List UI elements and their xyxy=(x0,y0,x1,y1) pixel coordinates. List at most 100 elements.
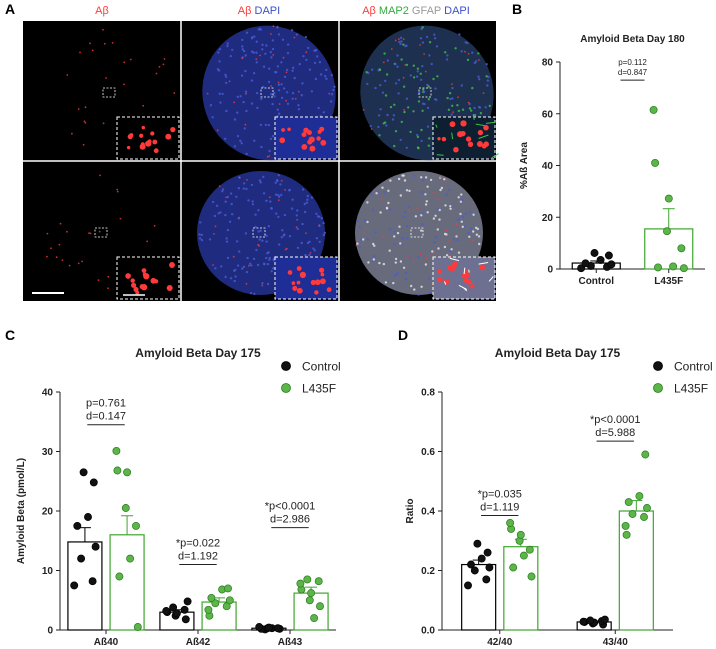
y-axis-label: Amyloid Beta (pmol/L) xyxy=(16,458,27,564)
inset-abeta xyxy=(320,139,327,146)
abeta-speck xyxy=(285,71,288,74)
tissue-speck xyxy=(241,48,244,51)
tissue-speck xyxy=(220,265,223,268)
inset-abeta xyxy=(441,136,447,142)
tissue-speck xyxy=(276,108,279,111)
tissue-speck xyxy=(239,139,242,142)
tissue-speck xyxy=(271,102,274,106)
tissue-speck xyxy=(221,92,224,96)
tissue-speck xyxy=(444,204,447,207)
tissue-speck xyxy=(322,111,325,114)
stat-label: d=1.192 xyxy=(178,551,218,563)
tissue-speck xyxy=(221,190,224,193)
micro-header-part: MAP2 xyxy=(376,5,409,17)
tissue-speck xyxy=(438,208,441,212)
tissue-speck xyxy=(291,66,295,70)
inset-fiber xyxy=(478,262,489,265)
tissue-speck xyxy=(303,210,307,214)
tissue-speck xyxy=(242,100,245,104)
tissue-speck xyxy=(426,125,430,128)
y-tick-label: 40 xyxy=(42,388,54,399)
tissue-speck xyxy=(271,47,275,51)
tissue-speck xyxy=(404,271,408,275)
tissue-speck xyxy=(211,200,215,204)
tissue-speck xyxy=(405,63,409,67)
tissue-speck xyxy=(422,88,425,91)
abeta-speck xyxy=(362,109,365,111)
tissue-speck xyxy=(435,98,438,102)
tissue-speck xyxy=(405,225,409,228)
tissue-speck xyxy=(389,179,392,182)
tissue-speck xyxy=(224,275,227,279)
tissue-speck xyxy=(379,211,382,214)
abeta-speck xyxy=(472,201,475,203)
inset-abeta xyxy=(287,127,291,132)
tissue-speck xyxy=(400,120,403,124)
tissue-speck xyxy=(448,188,451,191)
abeta-speck xyxy=(382,235,385,238)
tissue-speck xyxy=(417,100,421,103)
data-point xyxy=(207,593,216,602)
tissue-speck xyxy=(406,237,409,240)
abeta-speck xyxy=(407,256,410,258)
tissue-speck xyxy=(261,48,264,51)
inset-abeta xyxy=(314,290,319,295)
tissue-speck xyxy=(420,128,423,132)
inset-abeta xyxy=(483,141,489,147)
tissue-speck xyxy=(240,142,243,145)
abeta-speck xyxy=(107,275,110,278)
tissue-speck xyxy=(366,201,369,204)
tissue-speck xyxy=(224,73,227,77)
abeta-speck xyxy=(277,81,280,84)
tissue-speck xyxy=(236,95,239,99)
tissue-speck xyxy=(396,54,399,57)
tissue-speck xyxy=(371,208,375,211)
micro-cells xyxy=(46,25,499,300)
tissue-speck xyxy=(383,121,387,124)
abeta-speck xyxy=(89,42,91,45)
data-point xyxy=(255,623,264,631)
tissue-speck xyxy=(264,123,267,127)
abeta-speck xyxy=(255,58,258,60)
tissue-speck xyxy=(269,137,273,141)
bar xyxy=(503,546,539,631)
abeta-speck xyxy=(238,176,241,179)
stat-label: d=0.147 xyxy=(86,411,126,423)
tissue-speck xyxy=(393,103,396,107)
tissue-speck xyxy=(478,78,481,81)
tissue-speck xyxy=(313,249,316,252)
abeta-speck xyxy=(419,253,422,256)
tissue-speck xyxy=(435,236,438,239)
abeta-speck xyxy=(206,92,209,95)
tissue-speck xyxy=(272,259,275,262)
abeta-speck xyxy=(433,252,435,254)
tissue-speck xyxy=(295,33,299,36)
tissue-speck xyxy=(366,238,369,241)
tissue-speck xyxy=(373,244,376,247)
abeta-speck xyxy=(269,196,271,199)
tissue-speck xyxy=(459,200,463,203)
inset-abeta xyxy=(465,136,472,142)
abeta-speck xyxy=(77,262,80,265)
tissue-speck xyxy=(323,231,326,235)
tissue-speck xyxy=(448,92,452,95)
tissue-speck xyxy=(428,54,431,57)
tissue-speck xyxy=(233,118,237,121)
y-tick-label: 80 xyxy=(542,58,554,69)
bar xyxy=(109,534,145,631)
tissue-speck xyxy=(434,214,437,217)
abeta-speck xyxy=(97,279,100,281)
tissue-speck xyxy=(432,217,436,220)
data-point xyxy=(649,105,658,114)
micro-header-3: Aβ MAP2 GFAP DAPI xyxy=(362,5,470,17)
tissue-speck xyxy=(461,225,464,228)
tissue-speck xyxy=(446,54,449,57)
tissue-speck xyxy=(280,83,283,86)
abeta-speck xyxy=(238,216,241,219)
x-tick-label: Aß40 xyxy=(94,637,119,648)
abeta-speck xyxy=(259,54,261,57)
abeta-speck xyxy=(402,76,405,79)
data-point xyxy=(172,609,181,618)
inset-fiber xyxy=(436,154,444,156)
tissue-speck xyxy=(412,174,416,177)
